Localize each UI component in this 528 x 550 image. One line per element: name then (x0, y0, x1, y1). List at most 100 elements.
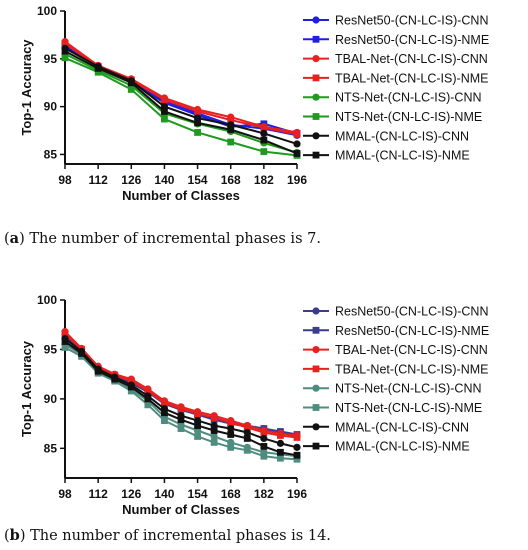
data-point (127, 387, 135, 395)
data-point (293, 443, 301, 451)
legend-swatch-marker (312, 132, 320, 140)
data-point (260, 434, 268, 443)
y-tick-label: 90 (44, 392, 58, 406)
chart-a: 85 90 95 100 98 112 126 140 154 168 182 196 Number o… (19, 4, 489, 203)
data-point (127, 79, 135, 87)
data-point (194, 433, 201, 440)
data-point (127, 383, 135, 391)
data-point (210, 427, 218, 434)
legend-label: NTS-Net-(CN-LC-IS)-CNN (335, 382, 482, 396)
data-point (227, 419, 235, 427)
y-tick-label: 100 (37, 4, 57, 18)
x-tick-label: 126 (121, 173, 141, 187)
x-tick-label: 126 (121, 487, 141, 501)
x-tick-label: 196 (287, 487, 307, 501)
data-point (277, 432, 284, 439)
legend-label: ResNet50-(CN-LC-IS)-CNN (335, 14, 489, 28)
legend-label: MMAL-(CN-LC-IS)-CNN (335, 129, 469, 143)
caption-a: (a) The number of incremental phases is … (4, 230, 321, 247)
data-point (293, 451, 301, 459)
data-point (293, 455, 301, 463)
y-tick-label: 95 (44, 342, 58, 356)
data-point (227, 138, 235, 146)
data-point (161, 96, 168, 104)
data-point (260, 129, 268, 137)
x-axis-title: Number of Classes (122, 502, 240, 517)
legend-swatch-marker (312, 346, 320, 354)
data-point (210, 414, 218, 422)
legend-swatch-marker (312, 151, 320, 159)
data-point (260, 136, 268, 144)
series-line (64, 50, 298, 155)
data-point (144, 395, 152, 403)
data-point (144, 387, 152, 395)
data-point (227, 431, 235, 438)
data-point (177, 425, 185, 432)
caption-b: (b) The number of incremental phases is … (4, 527, 331, 544)
data-point (161, 417, 168, 425)
data-point (61, 54, 69, 62)
data-point (260, 148, 268, 155)
data-point (277, 448, 284, 456)
data-point (194, 129, 201, 136)
data-point (260, 442, 268, 450)
x-tick-label: 140 (154, 173, 174, 187)
x-tick-label: 112 (88, 487, 108, 501)
data-point (61, 47, 69, 55)
legend-swatch-marker (312, 326, 320, 334)
data-point (177, 416, 185, 424)
series-line (64, 45, 298, 135)
x-tick-label: 112 (88, 173, 108, 187)
x-tick-label: 168 (221, 173, 241, 187)
x-tick-label: 98 (58, 487, 72, 501)
legend-label: TBAL-Net-(CN-LC-IS)-NME (335, 362, 488, 376)
data-point (227, 424, 235, 433)
data-point (194, 119, 201, 127)
data-point (293, 130, 301, 138)
x-axis-title: Number of Classes (122, 188, 240, 203)
data-point (61, 40, 69, 47)
data-point (94, 367, 102, 375)
data-point (61, 330, 69, 338)
data-point (111, 375, 119, 383)
data-point (277, 454, 284, 462)
data-point (293, 150, 301, 157)
data-point (260, 124, 268, 132)
legend-label: MMAL-(CN-LC-IS)-CNN (335, 420, 469, 434)
legend-swatch-marker (312, 55, 320, 63)
data-point (194, 422, 201, 429)
data-point (127, 377, 135, 385)
legend-label: ResNet50-(CN-LC-IS)-CNN (335, 305, 489, 319)
legend-label: ResNet50-(CN-LC-IS)-NME (335, 324, 489, 338)
data-point (78, 350, 85, 357)
x-tick-label: 140 (154, 487, 174, 501)
legend-swatch-marker (312, 74, 320, 82)
legend-label: NTS-Net-(CN-LC-IS)-CNN (335, 91, 482, 105)
data-point (161, 399, 168, 407)
data-point (161, 115, 168, 123)
data-point (127, 86, 135, 93)
data-point (161, 409, 168, 417)
y-axis-title: Top-1 Accuracy (19, 39, 34, 136)
x-tick-label: 154 (188, 487, 208, 501)
data-point (61, 344, 69, 351)
legend-swatch-marker (312, 16, 320, 24)
legend-label: TBAL-Net-(CN-LC-IS)-NME (335, 71, 488, 85)
data-point (227, 116, 235, 124)
legend-label: NTS-Net-(CN-LC-IS)-NME (335, 401, 482, 415)
y-tick-label: 100 (37, 293, 57, 307)
legend-label: MMAL-(CN-LC-IS)-NME (335, 149, 470, 163)
series-line (64, 47, 298, 145)
series-line (64, 53, 298, 154)
legend-swatch-marker (312, 113, 320, 120)
legend-swatch-marker (312, 307, 320, 315)
legend-swatch-marker (312, 442, 320, 450)
chart-b: 85 90 95 100 98 112 126 140 154 168 182 196 Number o… (19, 293, 489, 517)
x-tick-label: 98 (58, 173, 72, 187)
data-point (61, 338, 69, 345)
data-point (243, 435, 251, 442)
legend-swatch-marker (312, 384, 320, 392)
x-tick-label: 182 (254, 173, 274, 187)
y-tick-label: 90 (44, 100, 58, 114)
x-tick-label: 168 (221, 487, 241, 501)
